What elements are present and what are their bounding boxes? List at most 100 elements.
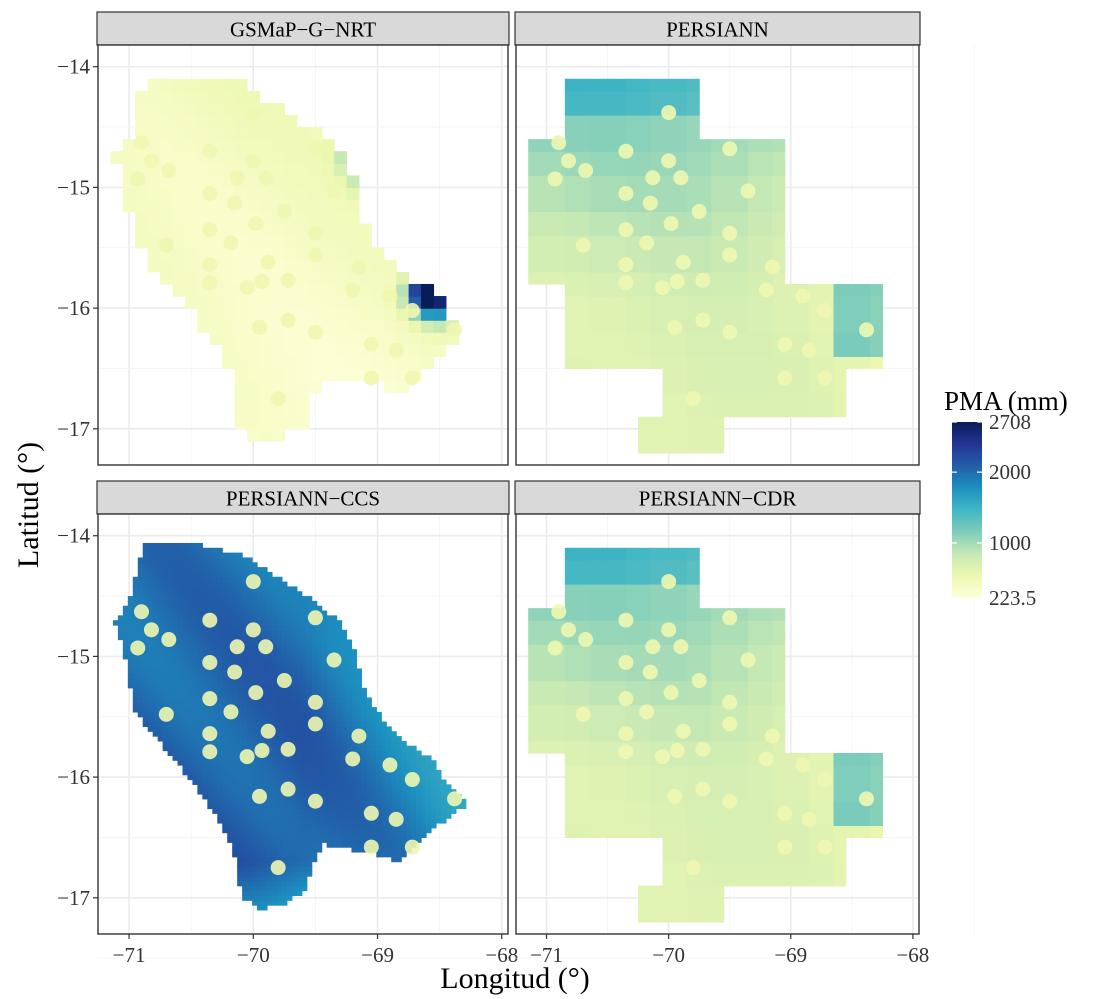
field-cell: [202, 610, 208, 616]
field-cell: [266, 707, 273, 713]
field-cell: [262, 842, 268, 848]
field-cell: [252, 644, 258, 650]
field-cell: [187, 678, 194, 684]
field-cell: [227, 591, 233, 597]
field-cell: [416, 818, 422, 824]
field-cell: [311, 760, 318, 766]
station-point: [777, 839, 793, 855]
field-cell: [192, 557, 198, 563]
field-cell: [326, 721, 333, 728]
field-cell: [284, 163, 298, 176]
field-cell: [237, 837, 243, 843]
field-cell: [197, 702, 203, 708]
field-cell: [182, 571, 189, 578]
field-cell: [286, 663, 293, 670]
station-point: [578, 632, 594, 648]
field-cell: [222, 247, 236, 261]
field-cell: [184, 127, 198, 140]
station-point: [307, 225, 323, 241]
field-cell: [857, 765, 871, 778]
field-cell: [157, 731, 164, 737]
field-cell: [276, 629, 283, 636]
field-cell: [291, 591, 298, 597]
field-cell: [222, 102, 236, 116]
field-cell: [286, 851, 293, 858]
field-cell: [748, 704, 761, 718]
field-cell: [197, 736, 203, 742]
field-cell: [296, 223, 310, 237]
station-point: [404, 839, 420, 855]
field-cell: [356, 779, 362, 785]
field-cell: [247, 356, 261, 370]
field-cell: [207, 571, 213, 578]
field-cell: [341, 682, 348, 689]
field-cell: [735, 199, 749, 213]
field-cell: [625, 801, 639, 814]
field-cell: [331, 774, 338, 781]
station-point: [351, 728, 367, 744]
field-cell: [376, 837, 382, 843]
field-cell: [237, 576, 243, 583]
field-cell: [316, 760, 323, 766]
field-cell: [686, 90, 700, 104]
field-cell: [247, 600, 253, 607]
field-cell: [336, 779, 343, 785]
field-cell: [257, 596, 263, 602]
field-cell: [336, 740, 343, 747]
field-cell: [760, 163, 774, 176]
field-cell: [286, 885, 293, 892]
field-cell: [212, 625, 218, 631]
field-cell: [187, 731, 194, 737]
field-cell: [796, 837, 810, 851]
field-cell: [266, 629, 273, 636]
field-cell: [351, 765, 358, 771]
field-cell: [172, 576, 179, 583]
field-cell: [271, 428, 285, 442]
field-cell: [613, 716, 627, 730]
field-cell: [271, 721, 278, 728]
field-cell: [157, 542, 164, 549]
field-cell: [711, 296, 725, 309]
field-cell: [316, 784, 323, 790]
y-tick-label: −15: [57, 175, 90, 199]
field-cell: [296, 736, 303, 742]
field-cell: [306, 649, 313, 655]
y-tick-label: −16: [57, 296, 90, 320]
field-cell: [711, 428, 725, 442]
field-cell: [281, 711, 288, 718]
field-cell: [147, 223, 161, 237]
field-cell: [227, 837, 233, 843]
field-cell: [326, 789, 333, 795]
field-cell: [748, 728, 761, 742]
field-cell: [172, 175, 186, 189]
field-cell: [162, 591, 169, 597]
field-cell: [662, 332, 676, 345]
field-cell: [217, 557, 223, 563]
field-cell: [257, 876, 263, 882]
field-cell: [182, 668, 189, 674]
field-cell: [748, 620, 761, 633]
field-cell: [306, 726, 313, 732]
station-point: [547, 640, 563, 656]
field-cell: [748, 740, 761, 754]
field-cell: [356, 760, 362, 766]
field-cell: [192, 547, 198, 554]
field-cell: [160, 115, 174, 128]
field-cell: [162, 610, 169, 616]
field-cell: [309, 187, 323, 201]
field-cell: [625, 356, 639, 370]
field-cell: [772, 740, 786, 754]
field-cell: [346, 332, 360, 345]
field-cell: [266, 856, 273, 863]
station-point: [740, 652, 756, 668]
field-cell: [212, 586, 218, 592]
field-cell: [772, 404, 786, 418]
field-cell: [182, 591, 189, 597]
field-cell: [281, 610, 288, 616]
station-point: [661, 105, 677, 121]
field-cell: [601, 127, 615, 140]
field-cell: [184, 163, 198, 176]
field-cell: [182, 542, 189, 549]
field-cell: [306, 871, 313, 877]
field-cell: [430, 813, 437, 819]
